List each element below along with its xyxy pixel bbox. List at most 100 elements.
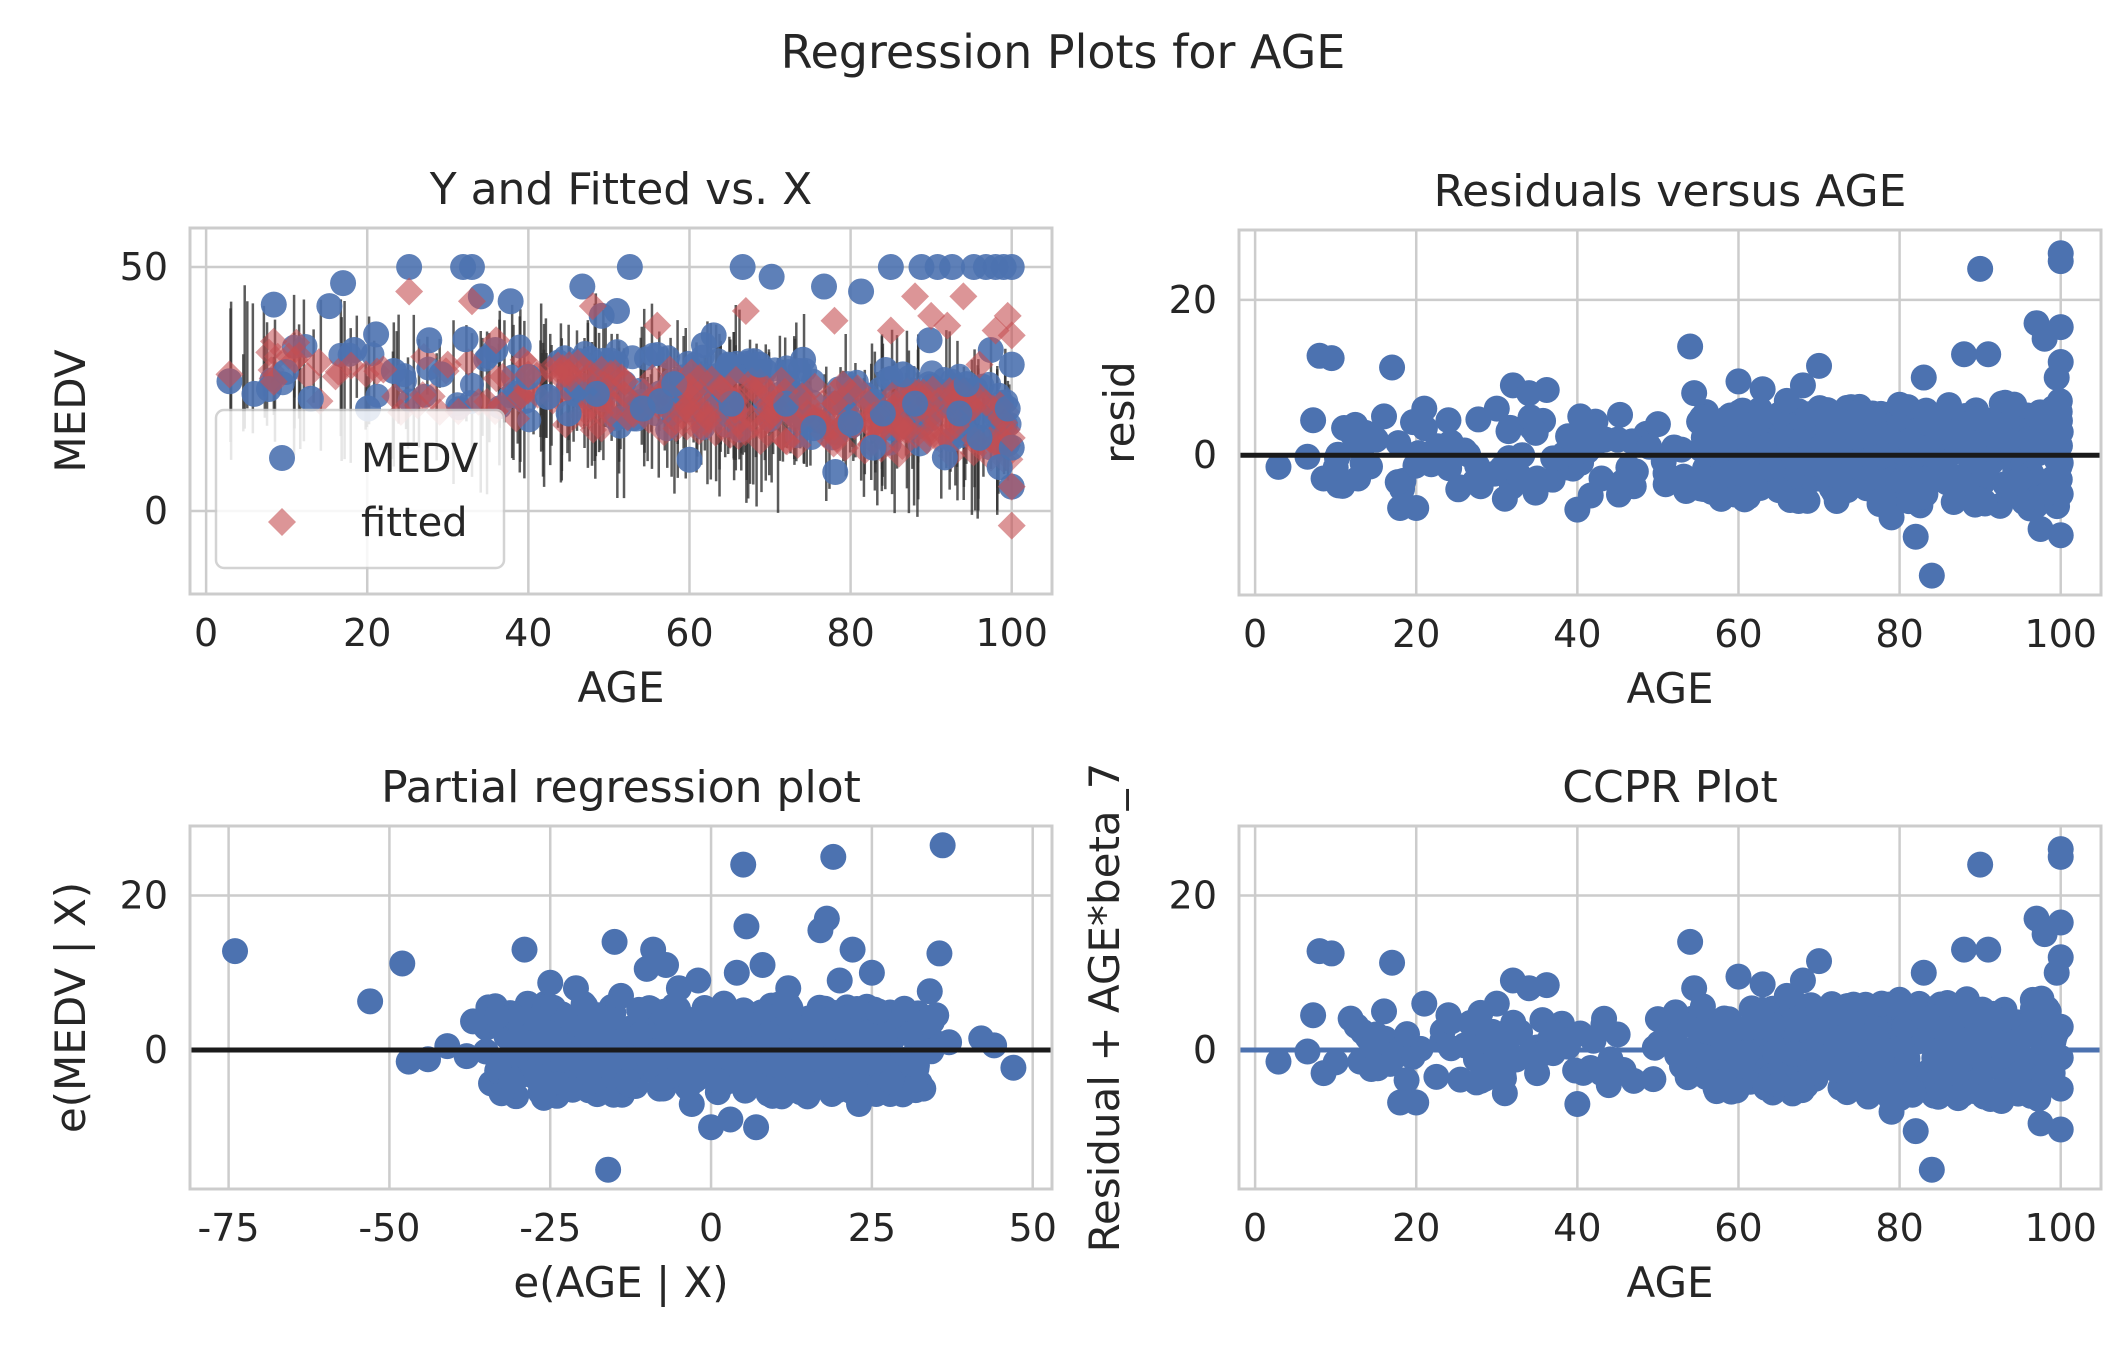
fitted-point [919,375,947,403]
fitted-point [901,282,930,311]
data-point [1709,430,1736,457]
residual-point [1497,414,1524,441]
data-point [1564,1091,1591,1118]
y-tick-label: 0 [144,1028,168,1072]
fitted-point [611,367,640,396]
data-point [260,291,287,318]
x-axis-label: AGE [1626,664,1713,713]
data-point [768,1083,795,1110]
data-point [1681,975,1708,1002]
figure-title: Regression Plots for AGE [781,25,1346,79]
fitted-point [752,418,781,447]
fitted-point [829,370,857,398]
data-point [1934,1060,1961,1087]
data-point [603,297,630,324]
fitted-point [395,277,424,306]
data-point [749,952,776,979]
x-tick-label: 40 [1553,612,1601,656]
data-point [790,346,817,373]
data-point [416,327,443,354]
x-tick-label: 80 [826,611,874,655]
legend-marker-medv [269,445,295,471]
data-point [1644,1006,1671,1033]
data-point [395,1048,422,1075]
residual-point [484,1002,511,1029]
data-point [1741,411,1768,438]
residual-point [1402,452,1429,479]
data-point [723,959,750,986]
data-point [1725,963,1752,990]
data-point [2047,314,2074,341]
residual-point [1888,468,1915,495]
residual-point [1711,1005,1738,1032]
data-point [1902,1118,1929,1145]
data-point [1983,1006,2010,1033]
data-point [659,1006,686,1033]
data-point [1620,1067,1647,1094]
data-point [710,990,737,1017]
legend: MEDV fitted [214,408,506,570]
fitted-point [731,296,760,325]
y-tick-label: 0 [144,489,168,533]
y-tick-label: 20 [1169,278,1217,322]
data-point [1709,1025,1736,1052]
panel-title: Partial regression plot [381,762,861,813]
axes-frame [1237,824,2103,1191]
legend-label-medv: MEDV [361,436,479,482]
data-point [2047,481,2074,508]
data-point [736,1060,763,1087]
residual-point [1496,445,1523,472]
data-point [1822,1056,1849,1083]
fitted-point [643,311,672,340]
x-tick-label: 60 [1714,612,1762,656]
data-point [953,371,980,398]
residual-point [1717,402,1744,429]
data-point [889,361,916,388]
data-point [1951,936,1978,963]
residual-point [1816,428,1843,455]
data-point [497,288,524,315]
axes-frame [188,226,1054,596]
data-point [998,351,1025,378]
panel-p4: 0 20 40 60 80 100 0 20 CCPR Plot AGE Residual + AG… [1080,762,2103,1307]
data-point [363,321,390,348]
data-point [1318,940,1345,967]
data-point [1967,255,1994,282]
data-point [498,1067,525,1094]
data-point [316,293,343,320]
residual-point [1640,1066,1667,1093]
data-point [946,400,973,427]
fitted-point [707,375,736,404]
data-point [460,1008,487,1035]
fitted-point [997,423,1026,452]
data-point [1265,1048,1292,1075]
data-point [1491,485,1518,512]
y-tick-label: 0 [1193,1028,1217,1072]
data-point [1789,372,1816,399]
data-point [1741,1006,1768,1033]
residual-point [910,1075,937,1102]
residual-point [1607,401,1634,428]
fitted-point [638,364,667,392]
data-point [1411,395,1438,422]
data-point [994,395,1021,422]
residual-point [626,996,653,1023]
data-point [1411,990,1438,1017]
data-point [396,254,423,281]
data-point [2015,426,2042,453]
residual-point [1356,453,1383,480]
x-axis-label: AGE [577,663,664,712]
data-point [1971,1083,1998,1110]
residual-point [1908,483,1935,510]
residual-point [1708,485,1735,512]
residual-point [1863,1016,1890,1043]
data-point [1524,465,1551,492]
data-point [931,444,958,471]
fitted-point [820,306,849,335]
data-point [1749,971,1776,998]
data-point [1620,473,1647,500]
residual-point [1358,1056,1385,1083]
x-tick-label: -50 [358,1206,420,1250]
fitted-point [933,311,962,340]
